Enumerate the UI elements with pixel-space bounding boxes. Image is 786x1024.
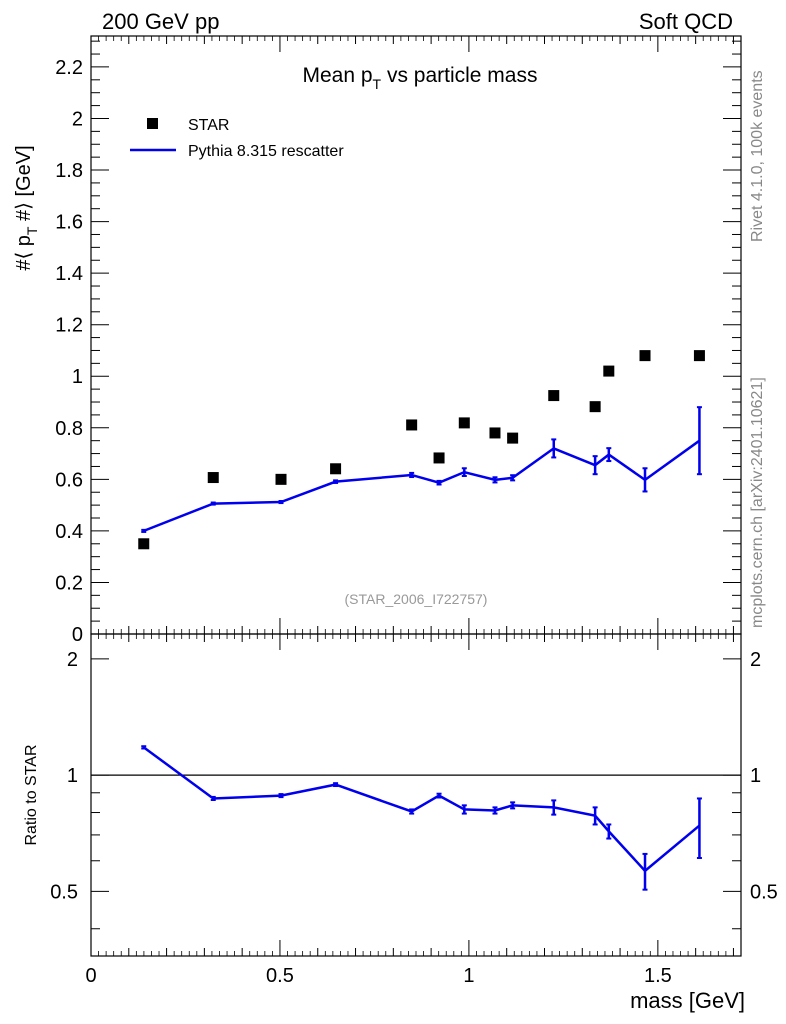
star-data-point [489,427,501,439]
star-data-point [507,432,519,444]
y-tick-label: 2.2 [55,57,83,79]
star-data-point [330,463,342,475]
legend-label-star: STAR [188,117,229,134]
x-tick-label: 1 [463,965,474,987]
plot-title: Mean pT vs particle mass [303,64,538,92]
y-axis-title-subscript: T [24,226,40,235]
ratio-series-group [91,745,741,891]
star-data-point [693,350,705,362]
y-tick-label: 1.8 [55,160,83,182]
star-data-point [639,350,651,362]
legend-label-pythia: Pythia 8.315 rescatter [188,143,344,160]
star-data-point [548,390,560,402]
ratio-y-tick-label: 2 [67,649,78,671]
plot-title-subscript: T [373,76,382,92]
y-tick-label: 0.8 [55,418,83,440]
y-tick-label: 1.2 [55,315,83,337]
star-data-point [433,452,445,464]
y-tick-label: 0.2 [55,572,83,594]
axes-group: 0 0.5 1 1.5 0 0.2 0.4 0.6 0.8 1 1.2 1.4 1.6 1.8 2 2.2 0.… [50,36,778,987]
x-tick-label: 0 [85,965,96,987]
x-axis-title: mass [GeV] [630,988,745,1013]
star-data-point [603,365,615,377]
ratio-y-tick-label: 1 [67,765,78,787]
y-tick-label: 1.4 [55,263,83,285]
y-tick-label: 1 [72,366,83,388]
main-series-group [138,350,705,550]
star-data-point [207,472,219,484]
header-left-label: 200 GeV pp [102,9,219,34]
star-data-point [406,419,418,431]
y-tick-label: 1.6 [55,212,83,234]
legend-marker-star [147,118,158,129]
ratio-y-tick-label: 0.5 [50,881,78,903]
mcplots-label: mcplots.cern.ch [arXiv:2401.10621] [749,377,766,628]
ratio-plot-frame [90,633,742,957]
ratio-y-axis-title: Ratio to STAR [23,744,40,845]
y-tick-label: 0 [72,624,83,646]
y-axis-title: #⟨ pT #⟩ [GeV] [13,145,40,270]
star-data-point [138,538,150,550]
ratio-series-line [143,746,701,873]
analysis-watermark: (STAR_2006_I722757) [345,591,488,607]
y-tick-label: 0.6 [55,469,83,491]
star-data-point [275,473,287,485]
header-right-label: Soft QCD [639,9,733,34]
star-data-point [589,401,601,413]
star-data-point [458,417,470,429]
y-tick-label: 2 [72,108,83,130]
pythia-series-line [143,439,701,533]
ratio-y-tick-label-right: 0.5 [750,881,778,903]
x-tick-label: 1.5 [644,965,672,987]
rivet-info-label: Rivet 4.1.0, 100k events [749,70,766,242]
ratio-y-tick-label-right: 2 [750,649,761,671]
ratio-y-tick-label-right: 1 [750,765,761,787]
y-tick-label: 0.4 [55,521,83,543]
x-tick-label: 0.5 [266,965,294,987]
